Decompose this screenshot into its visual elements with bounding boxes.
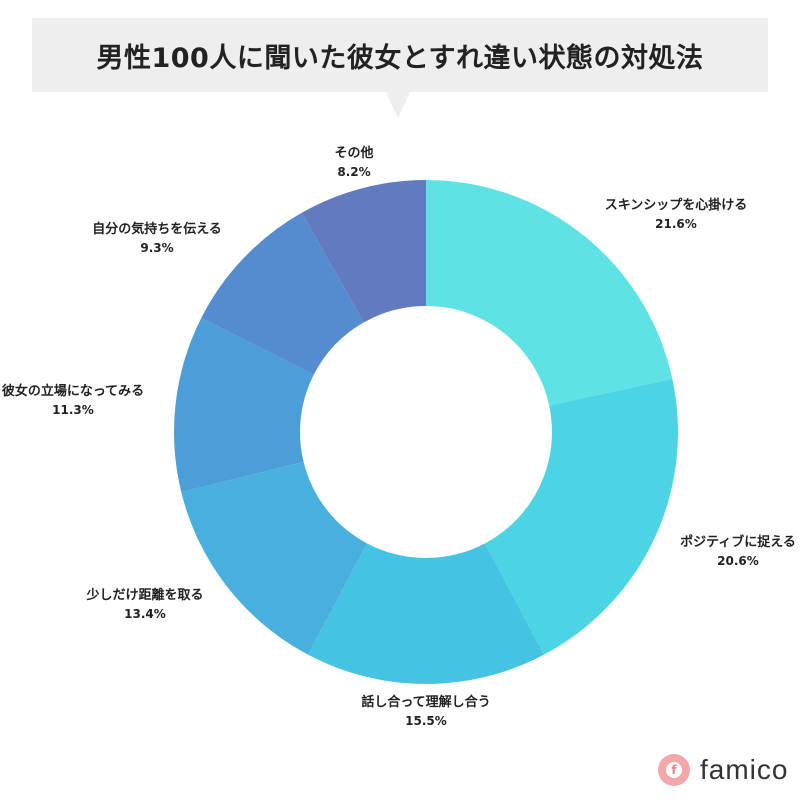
slice-value-2: 15.5% <box>405 714 447 728</box>
chart-title: 男性100人に聞いた彼女とすれ違い状態の対処法 <box>96 42 704 74</box>
slice-value-4: 11.3% <box>52 403 94 417</box>
slice-0 <box>426 180 673 406</box>
slice-label-1: ポジティブに捉える <box>680 534 796 550</box>
famico-logo: f famico <box>658 750 788 790</box>
slice-label-3: 少しだけ距離を取る <box>85 587 203 603</box>
slice-3 <box>181 462 367 655</box>
chart-title-box: 男性100人に聞いた彼女とすれ違い状態の対処法 <box>32 18 768 92</box>
donut-labels: スキンシップを心掛ける 21.6% ポジティブに捉える 20.6% 話し合って理解し合う… <box>2 145 796 728</box>
famico-logo-icon: f <box>658 754 690 786</box>
slice-1 <box>485 378 679 655</box>
slice-label-2: 話し合って理解し合う <box>361 694 490 710</box>
slice-4 <box>174 317 314 493</box>
slice-label-4: 彼女の立場になってみる <box>2 383 144 399</box>
slice-5 <box>201 212 364 375</box>
brand-name: famico <box>700 754 789 785</box>
slice-value-5: 9.3% <box>140 241 173 255</box>
slice-value-3: 13.4% <box>124 607 166 621</box>
slice-label-5: 自分の気持ちを伝える <box>92 221 222 237</box>
slice-label-6: その他 <box>334 145 373 161</box>
slice-label-0: スキンシップを心掛ける <box>605 197 748 213</box>
donut-slices <box>174 180 679 684</box>
slice-value-0: 21.6% <box>655 217 697 231</box>
slice-value-1: 20.6% <box>717 554 759 568</box>
slice-6 <box>301 180 426 323</box>
slice-2 <box>307 543 545 684</box>
title-pointer <box>386 92 410 118</box>
slice-value-6: 8.2% <box>337 165 370 179</box>
